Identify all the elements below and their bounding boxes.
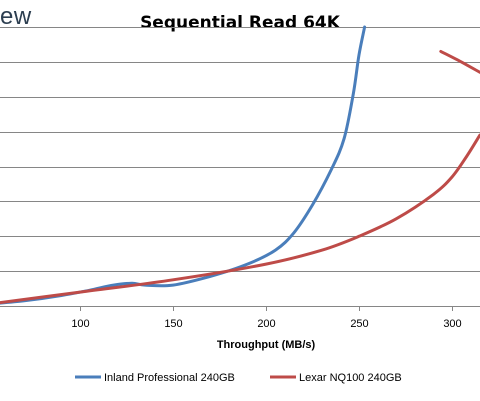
x-axis-label: Throughput (MB/s) <box>217 339 316 351</box>
legend-label: Lexar NQ100 240GB <box>299 372 402 384</box>
series-line-0 <box>0 25 367 305</box>
x-tick-label: 100 <box>71 318 89 330</box>
legend-label: Inland Professional 240GB <box>104 372 235 384</box>
gridlines <box>0 27 480 272</box>
series-lines <box>0 25 480 305</box>
x-tick-label: 300 <box>443 318 461 330</box>
x-tick-label: 250 <box>350 318 368 330</box>
legend: Inland Professional 240GB Lexar NQ100 240… <box>75 372 402 384</box>
brand-logo-text: ew <box>0 3 32 30</box>
series-line-1 <box>0 133 480 305</box>
x-tick-label: 200 <box>257 318 275 330</box>
series-line-2 <box>439 49 480 74</box>
x-tick-label: 150 <box>164 318 182 330</box>
x-axis: 100 150 200 250 300 <box>0 306 480 330</box>
